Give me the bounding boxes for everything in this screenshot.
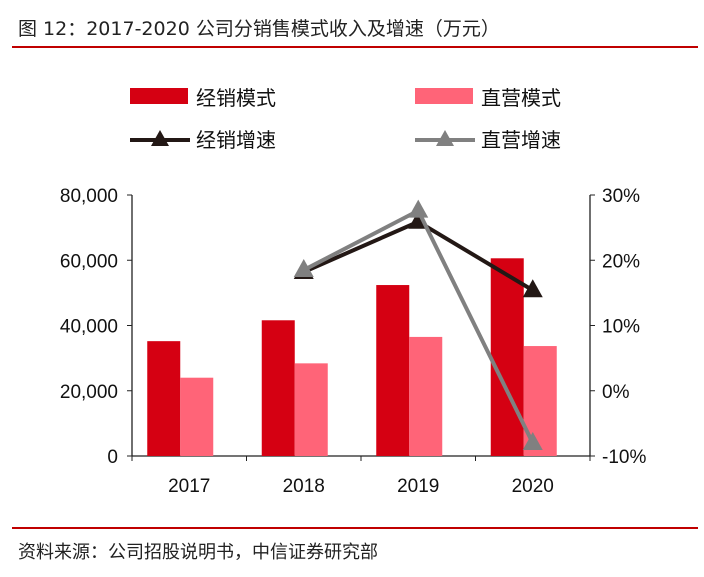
legend-label: 直营模式 xyxy=(481,87,561,110)
left-tick-label: 60,000 xyxy=(60,251,118,272)
footer-rule xyxy=(12,527,698,529)
legend-swatch xyxy=(130,88,188,104)
legend-marker xyxy=(436,130,454,146)
left-tick-label: 40,000 xyxy=(60,317,118,338)
bar-经销模式 xyxy=(490,258,524,456)
bar-直营模式 xyxy=(180,377,214,456)
legend-marker xyxy=(151,130,169,146)
right-tick-label: 10% xyxy=(602,317,640,338)
bar-经销模式 xyxy=(376,285,410,456)
left-tick-label: 20,000 xyxy=(60,382,118,403)
marker-经销增速 xyxy=(522,279,543,298)
marker-直营增速 xyxy=(293,259,314,278)
legend-label: 经销模式 xyxy=(196,87,276,110)
bar-经销模式 xyxy=(147,341,181,456)
right-tick-label: -10% xyxy=(602,447,646,468)
marker-直营增速 xyxy=(408,199,429,218)
figure-title: 图 12：2017-2020 公司分销售模式收入及增速（万元） xyxy=(18,18,500,40)
title-rule xyxy=(12,46,698,48)
bar-直营模式 xyxy=(294,363,328,456)
legend-swatch xyxy=(415,88,473,104)
source-note: 资料来源：公司招股说明书，中信证券研究部 xyxy=(18,542,378,563)
bar-经销模式 xyxy=(261,320,295,456)
marker-直营增速 xyxy=(522,431,543,450)
chart: 0 20,000 40,000 60,000 80,000 -10% 0% 10% 20% 30%… xyxy=(60,87,647,497)
x-tick-label: 2017 xyxy=(168,476,210,497)
bar-直营模式 xyxy=(409,336,443,456)
x-tick-label: 2019 xyxy=(397,476,439,497)
legend-label: 直营增速 xyxy=(481,129,561,152)
right-tick-label: 20% xyxy=(602,251,640,272)
x-tick-label: 2018 xyxy=(283,476,325,497)
right-tick-label: 30% xyxy=(602,186,640,207)
legend-label: 经销增速 xyxy=(196,129,276,152)
right-tick-label: 0% xyxy=(602,382,630,403)
x-tick-label: 2020 xyxy=(512,476,554,497)
left-tick-label: 0 xyxy=(107,447,118,468)
left-tick-label: 80,000 xyxy=(60,186,118,207)
